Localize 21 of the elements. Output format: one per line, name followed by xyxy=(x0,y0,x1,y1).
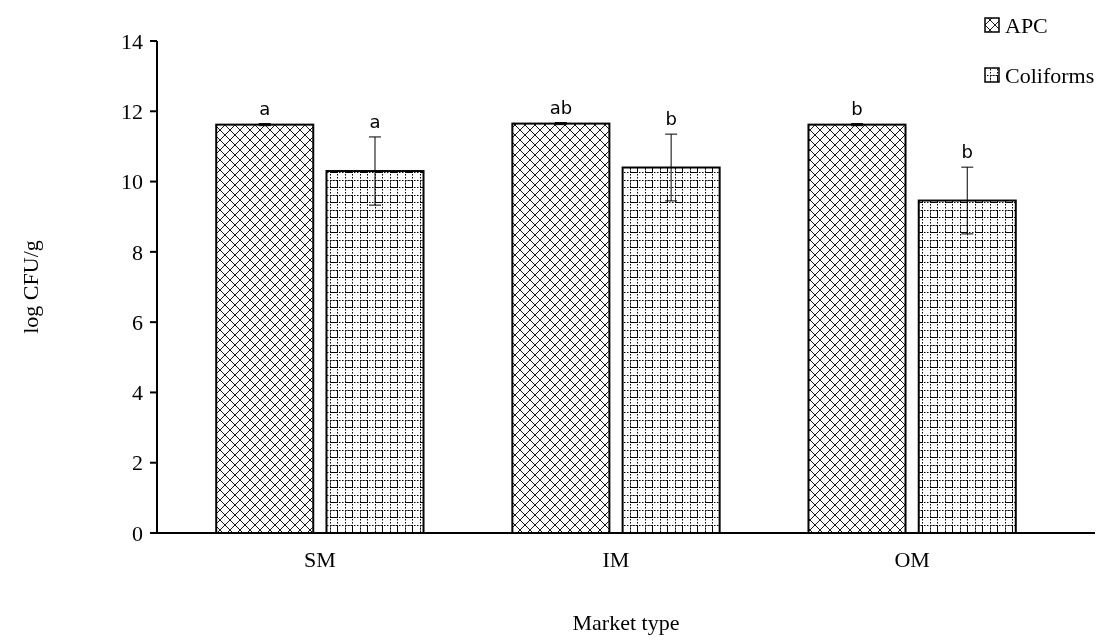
data-label: ab xyxy=(549,96,573,118)
y-axis-title: log CFU/g xyxy=(18,240,43,334)
data-label: b xyxy=(961,141,973,163)
x-axis-title: Market type xyxy=(572,610,680,635)
y-tick-label: 2 xyxy=(132,450,143,476)
data-label: b xyxy=(851,97,863,119)
y-tick-label: 10 xyxy=(121,169,143,195)
y-tick-label: 0 xyxy=(132,520,143,546)
data-label: a xyxy=(369,110,381,132)
legend-label: Coliforms xyxy=(1005,62,1095,88)
y-tick-label: 12 xyxy=(121,98,143,124)
y-tick-label: 4 xyxy=(132,380,143,406)
data-label: a xyxy=(259,97,271,119)
y-tick-label: 6 xyxy=(132,309,143,335)
x-tick-label: IM xyxy=(602,547,630,572)
legend-label: APC xyxy=(1005,12,1048,38)
y-tick-label: 8 xyxy=(132,239,143,265)
x-tick-label: OM xyxy=(894,547,930,572)
y-tick-label: 14 xyxy=(121,28,143,54)
x-tick-label: SM xyxy=(303,547,336,572)
data-label: b xyxy=(665,108,677,130)
